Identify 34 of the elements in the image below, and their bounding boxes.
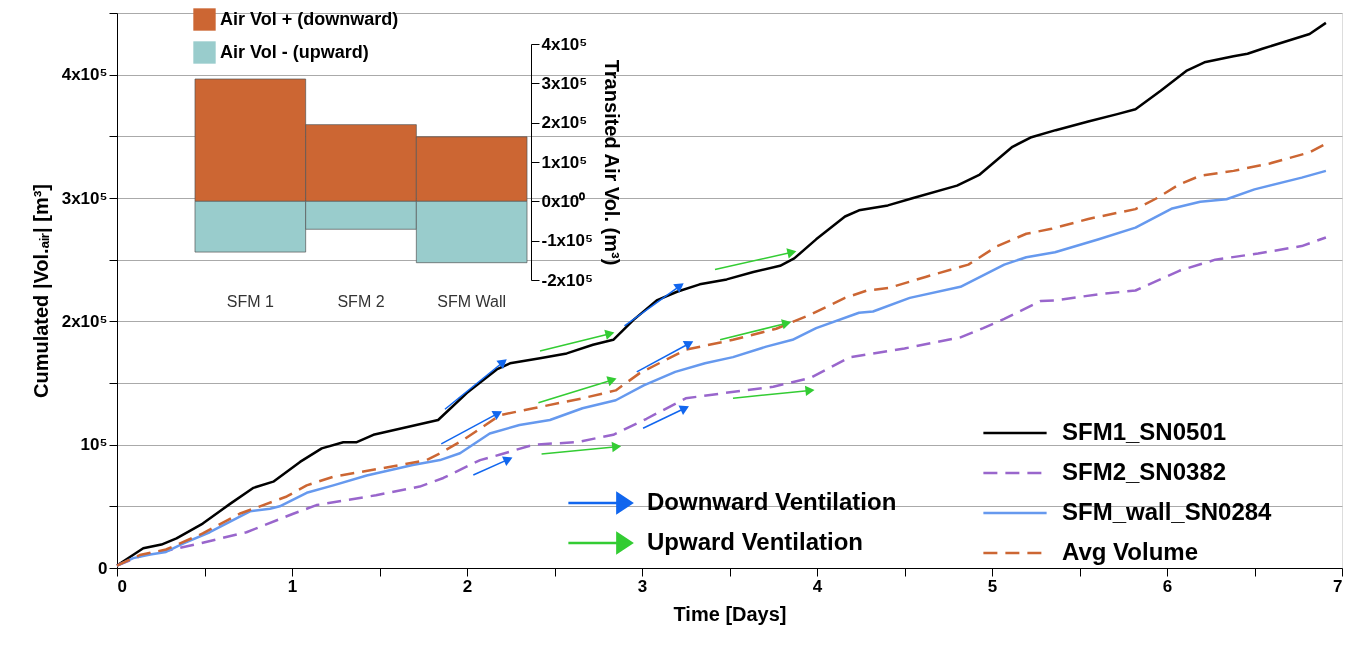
y2-tick-label: 2x10⁵ — [541, 113, 588, 133]
y2-tick-label: -2x10⁵ — [541, 270, 593, 290]
y2-tick-label: 3x10⁵ — [541, 73, 588, 93]
y-tick-label: 2x10⁵ — [61, 311, 108, 331]
legend-label: SFM1_SN0501 — [1062, 418, 1227, 445]
y-tick-label: 4x10⁵ — [61, 65, 108, 85]
y-tick-label: 0 — [98, 558, 108, 578]
y2-tick-label: 1x10⁵ — [541, 152, 588, 172]
x-tick-label: 0 — [117, 576, 127, 596]
y2-tick-label: 4x10⁵ — [541, 34, 588, 54]
x-tick-label: 2 — [462, 576, 473, 596]
legend-label: Avg Volume — [1062, 538, 1199, 565]
x-tick-label: SFM Wall — [437, 292, 507, 310]
legend-label: Upward Ventilation — [647, 528, 864, 555]
y2-axis-title: Transited Air Vol. (m³) — [600, 59, 623, 266]
x-tick-label: SFM 1 — [226, 292, 274, 310]
legend-label: Downward Ventilation — [647, 488, 897, 515]
legend-label: SFM2_SN0382 — [1062, 458, 1227, 485]
x-tick-label: 4 — [812, 576, 823, 596]
x-tick-label: SFM 2 — [337, 292, 385, 310]
legend-label: Air Vol + (downward) — [220, 8, 399, 29]
y2-tick-label: 0x10⁰ — [541, 191, 586, 211]
legend-label: SFM_wall_SN0284 — [1062, 498, 1273, 525]
y-tick-label: 10⁵ — [80, 435, 108, 455]
legend-label: Air Vol - (upward) — [220, 41, 369, 62]
x-tick-label: 3 — [637, 576, 648, 596]
x-tick-label: 6 — [1162, 576, 1173, 596]
x-tick-label: 7 — [1333, 576, 1343, 596]
y2-tick-label: -1x10⁵ — [541, 231, 593, 251]
x-axis-title: Time [Days] — [673, 602, 787, 625]
x-tick-label: 5 — [987, 576, 998, 596]
y-axis-title: Cumulated |Vol.ₐᵢᵣ| [m³] — [29, 183, 52, 399]
y-tick-label: 3x10⁵ — [61, 188, 108, 208]
x-tick-label: 1 — [287, 576, 298, 596]
